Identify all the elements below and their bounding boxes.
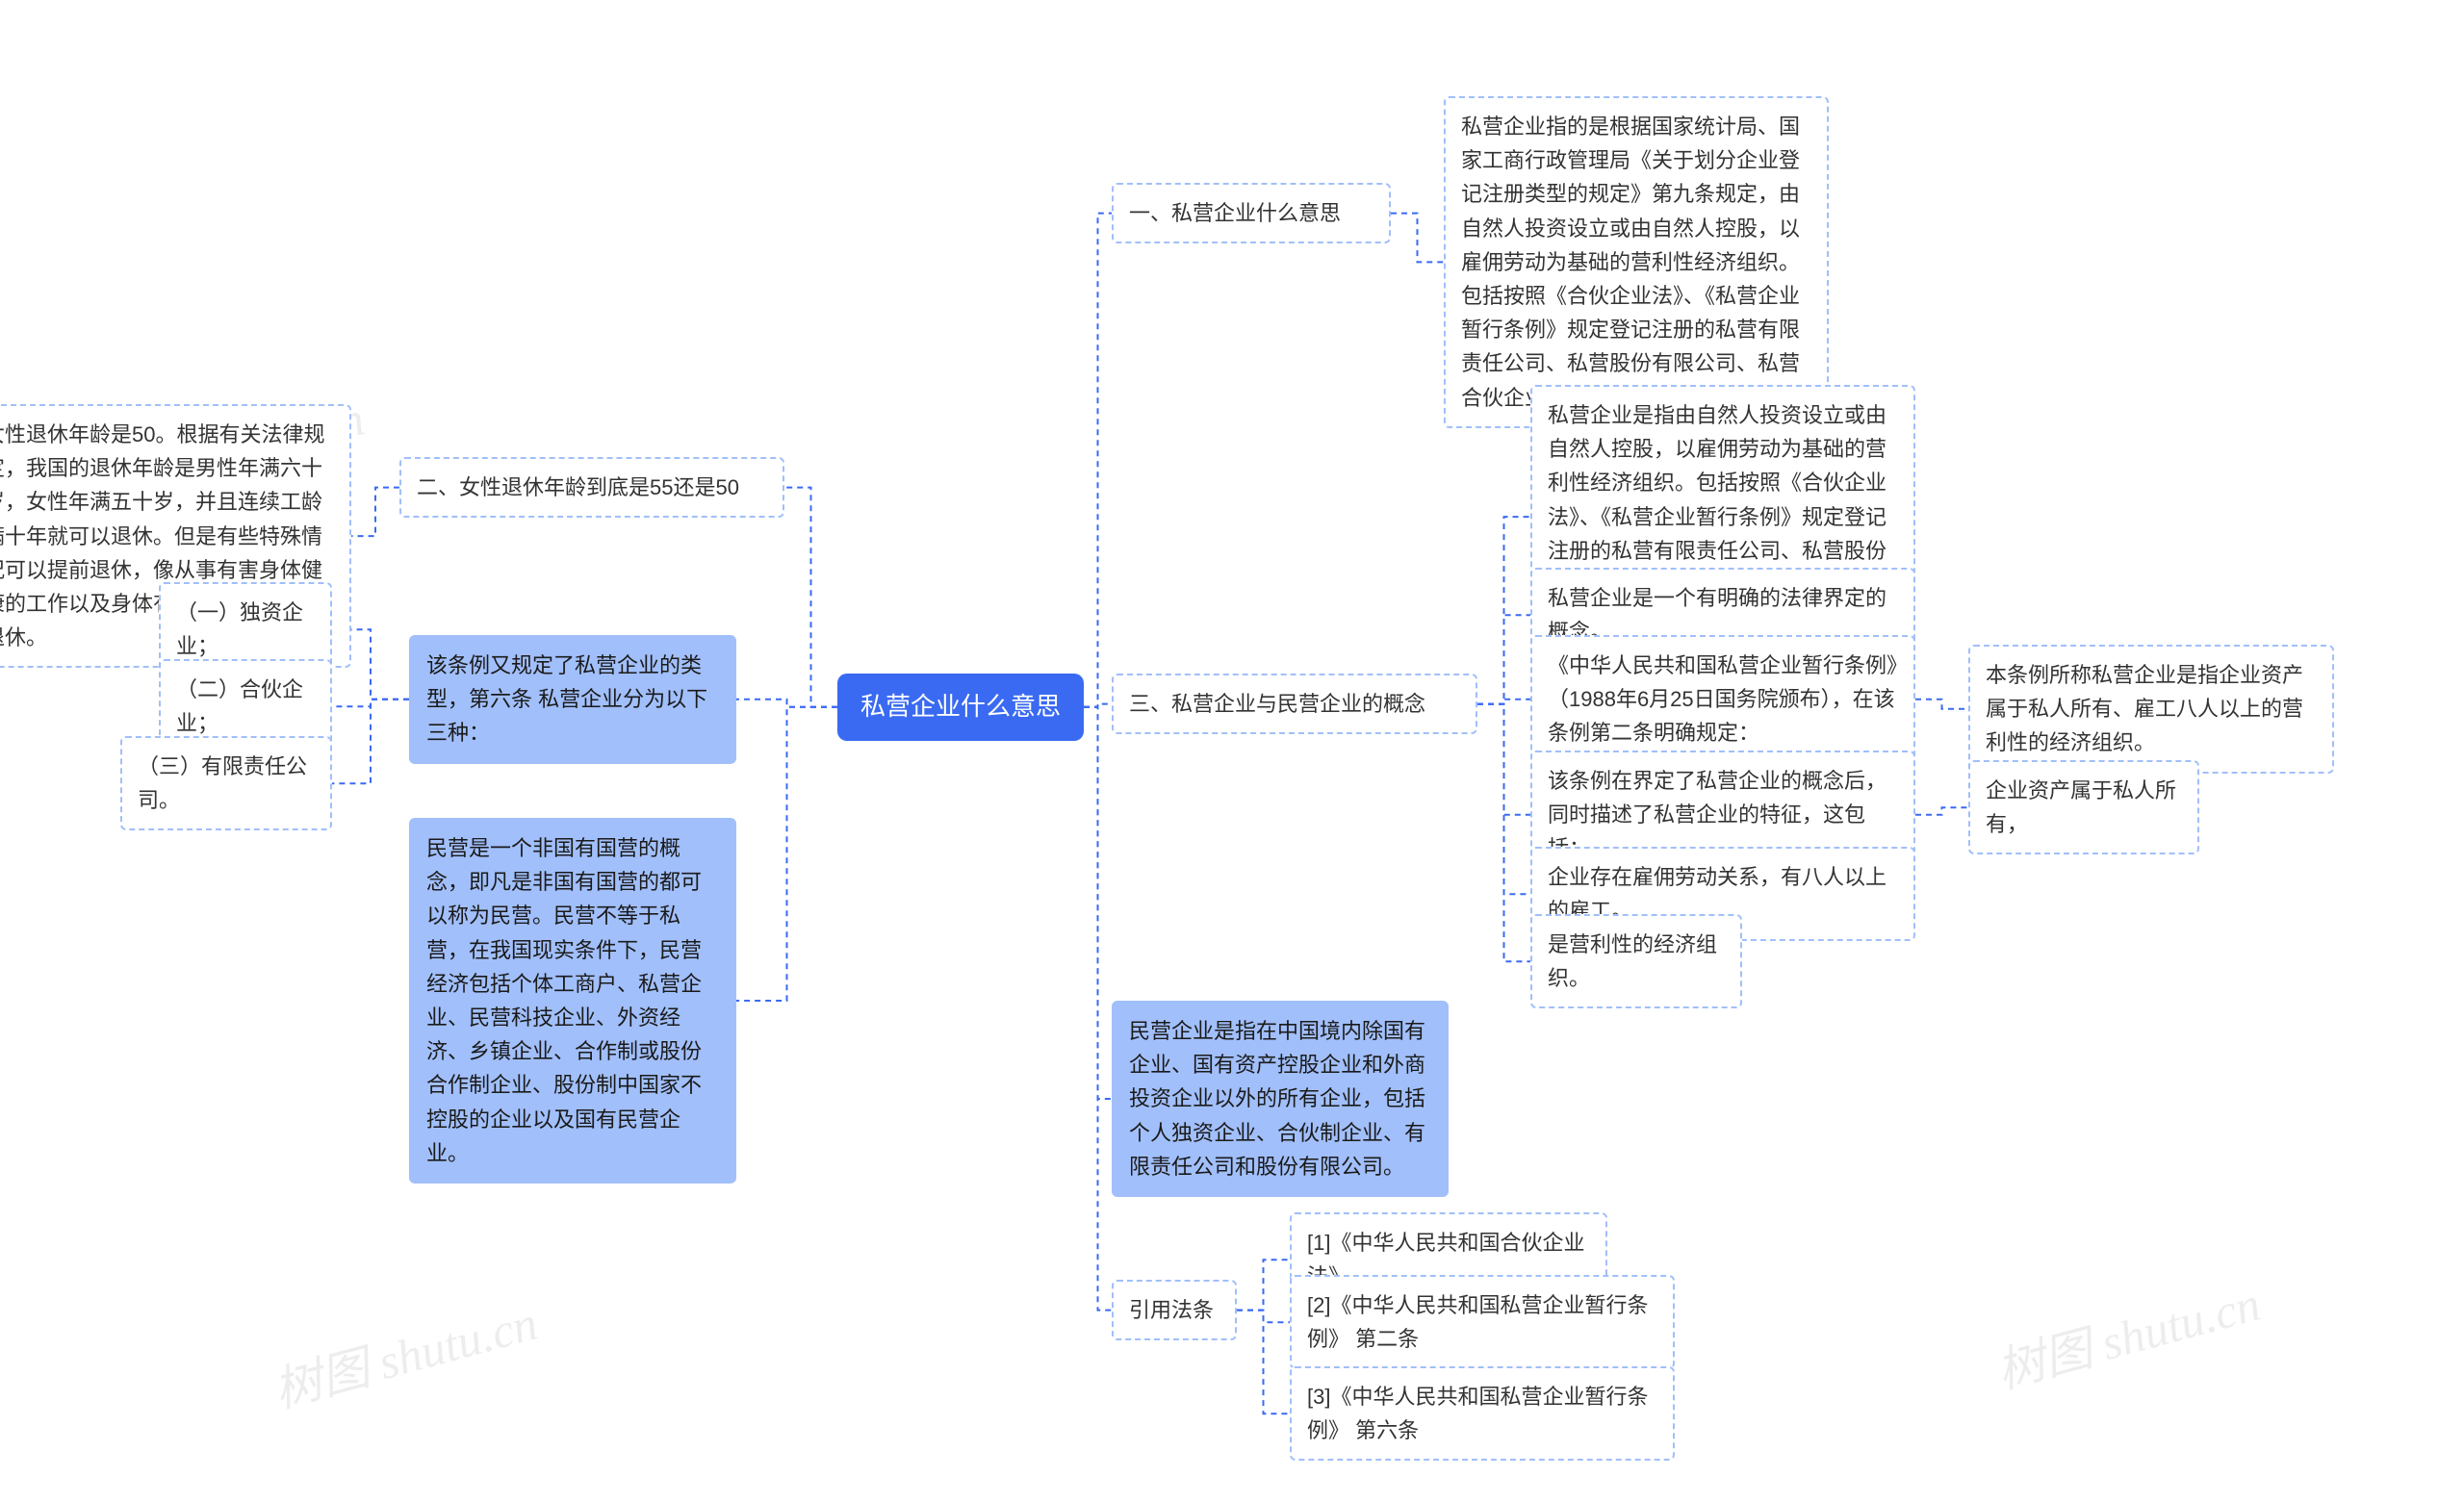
- branch-l1[interactable]: 二、女性退休年龄到底是55还是50: [399, 457, 784, 518]
- leaf-r1a: 私营企业指的是根据国家统计局、国家工商行政管理局《关于划分企业登记注册类型的规定…: [1444, 96, 1829, 428]
- watermark: 树图 shutu.cn: [265, 1285, 544, 1421]
- branch-l2[interactable]: 该条例又规定了私营企业的类型，第六条 私营企业分为以下三种：: [409, 635, 736, 764]
- leaf-r5c: [3]《中华人民共和国私营企业暂行条例》 第六条: [1290, 1366, 1675, 1461]
- leaf-r3f: 是营利性的经济组织。: [1530, 914, 1742, 1008]
- mindmap-canvas: 树图 shutu.cn 树图 shutu.cn 树图 shutu.cn 树图 s…: [0, 0, 2464, 1502]
- leaf-r3c1: 本条例所称私营企业是指企业资产属于私人所有、雇工八人以上的营利性的经济组织。: [1968, 645, 2334, 774]
- branch-r1[interactable]: 一、私营企业什么意思: [1112, 183, 1391, 243]
- leaf-r5b: [2]《中华人民共和国私营企业暂行条例》 第二条: [1290, 1275, 1675, 1369]
- leaf-r3c: 《中华人民共和国私营企业暂行条例》（1988年6月25日国务院颁布），在该条例第…: [1530, 635, 1915, 764]
- branch-r5[interactable]: 引用法条: [1112, 1280, 1237, 1340]
- leaf-r3d1: 企业资产属于私人所有，: [1968, 760, 2199, 854]
- branch-l3[interactable]: 民营是一个非国有国营的概念，即凡是非国有国营的都可以称为民营。民营不等于私营，在…: [409, 818, 736, 1184]
- branch-r3[interactable]: 三、私营企业与民营企业的概念: [1112, 674, 1477, 734]
- branch-r4[interactable]: 民营企业是指在中国境内除国有企业、国有资产控股企业和外商投资企业以外的所有企业，…: [1112, 1001, 1449, 1197]
- watermark: 树图 shutu.cn: [1988, 1265, 2267, 1402]
- leaf-l2c: （三）有限责任公司。: [120, 736, 332, 830]
- root-node[interactable]: 私营企业什么意思: [837, 674, 1084, 741]
